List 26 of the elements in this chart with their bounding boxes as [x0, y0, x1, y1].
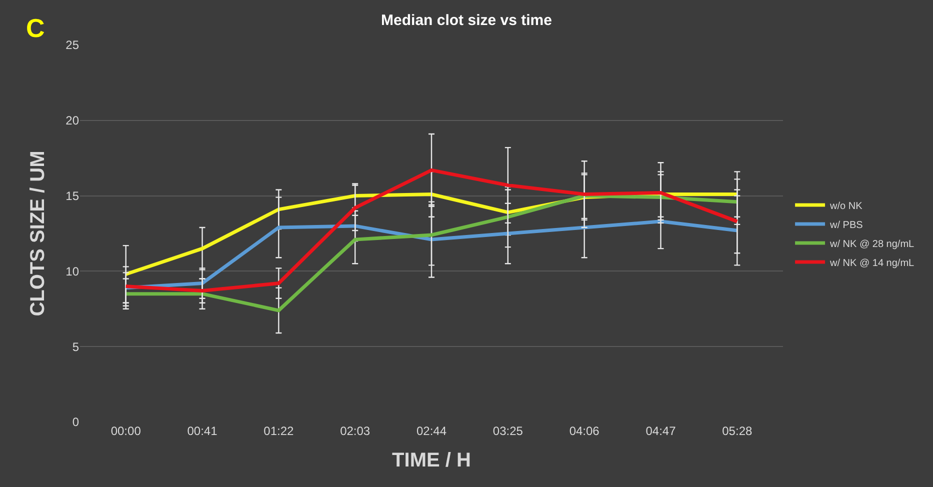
x-tick-label: 01:22	[264, 424, 294, 438]
x-tick-label: 03:25	[492, 424, 524, 438]
y-tick-label: 10	[66, 264, 80, 278]
x-tick-label: 04:47	[646, 424, 676, 438]
y-tick-label: 5	[72, 340, 80, 354]
x-tick-label: 02:44	[416, 424, 447, 438]
line-series	[124, 194, 739, 312]
x-tick-label: 04:06	[569, 424, 600, 438]
chart-title: Median clot size vs time	[381, 12, 552, 30]
y-tick-label: 25	[66, 38, 80, 52]
line-series	[124, 168, 739, 293]
text: C	[26, 13, 45, 43]
legend-label: w/o NK	[829, 200, 863, 212]
legend-label: w/ NK @ 28 ng/mL	[829, 238, 915, 250]
line-series	[124, 220, 739, 290]
x-axis-title: TIME / H	[392, 450, 471, 472]
legend-label: w/ NK @ 14 ng/mL	[829, 258, 915, 269]
x-tick-label: 02:03	[340, 424, 370, 438]
y-tick-label: 15	[66, 189, 80, 203]
x-tick-label: 00:41	[187, 424, 218, 438]
x-tick-label: 05:28	[722, 424, 752, 438]
y-tick-label: 20	[66, 114, 80, 128]
y-tick-label: 0	[72, 415, 80, 430]
legend-label: w/ PBS	[829, 220, 864, 231]
y-axis-title: CLOTS SIZE / UM	[27, 150, 50, 316]
x-tick-label: 00:00	[110, 424, 142, 438]
